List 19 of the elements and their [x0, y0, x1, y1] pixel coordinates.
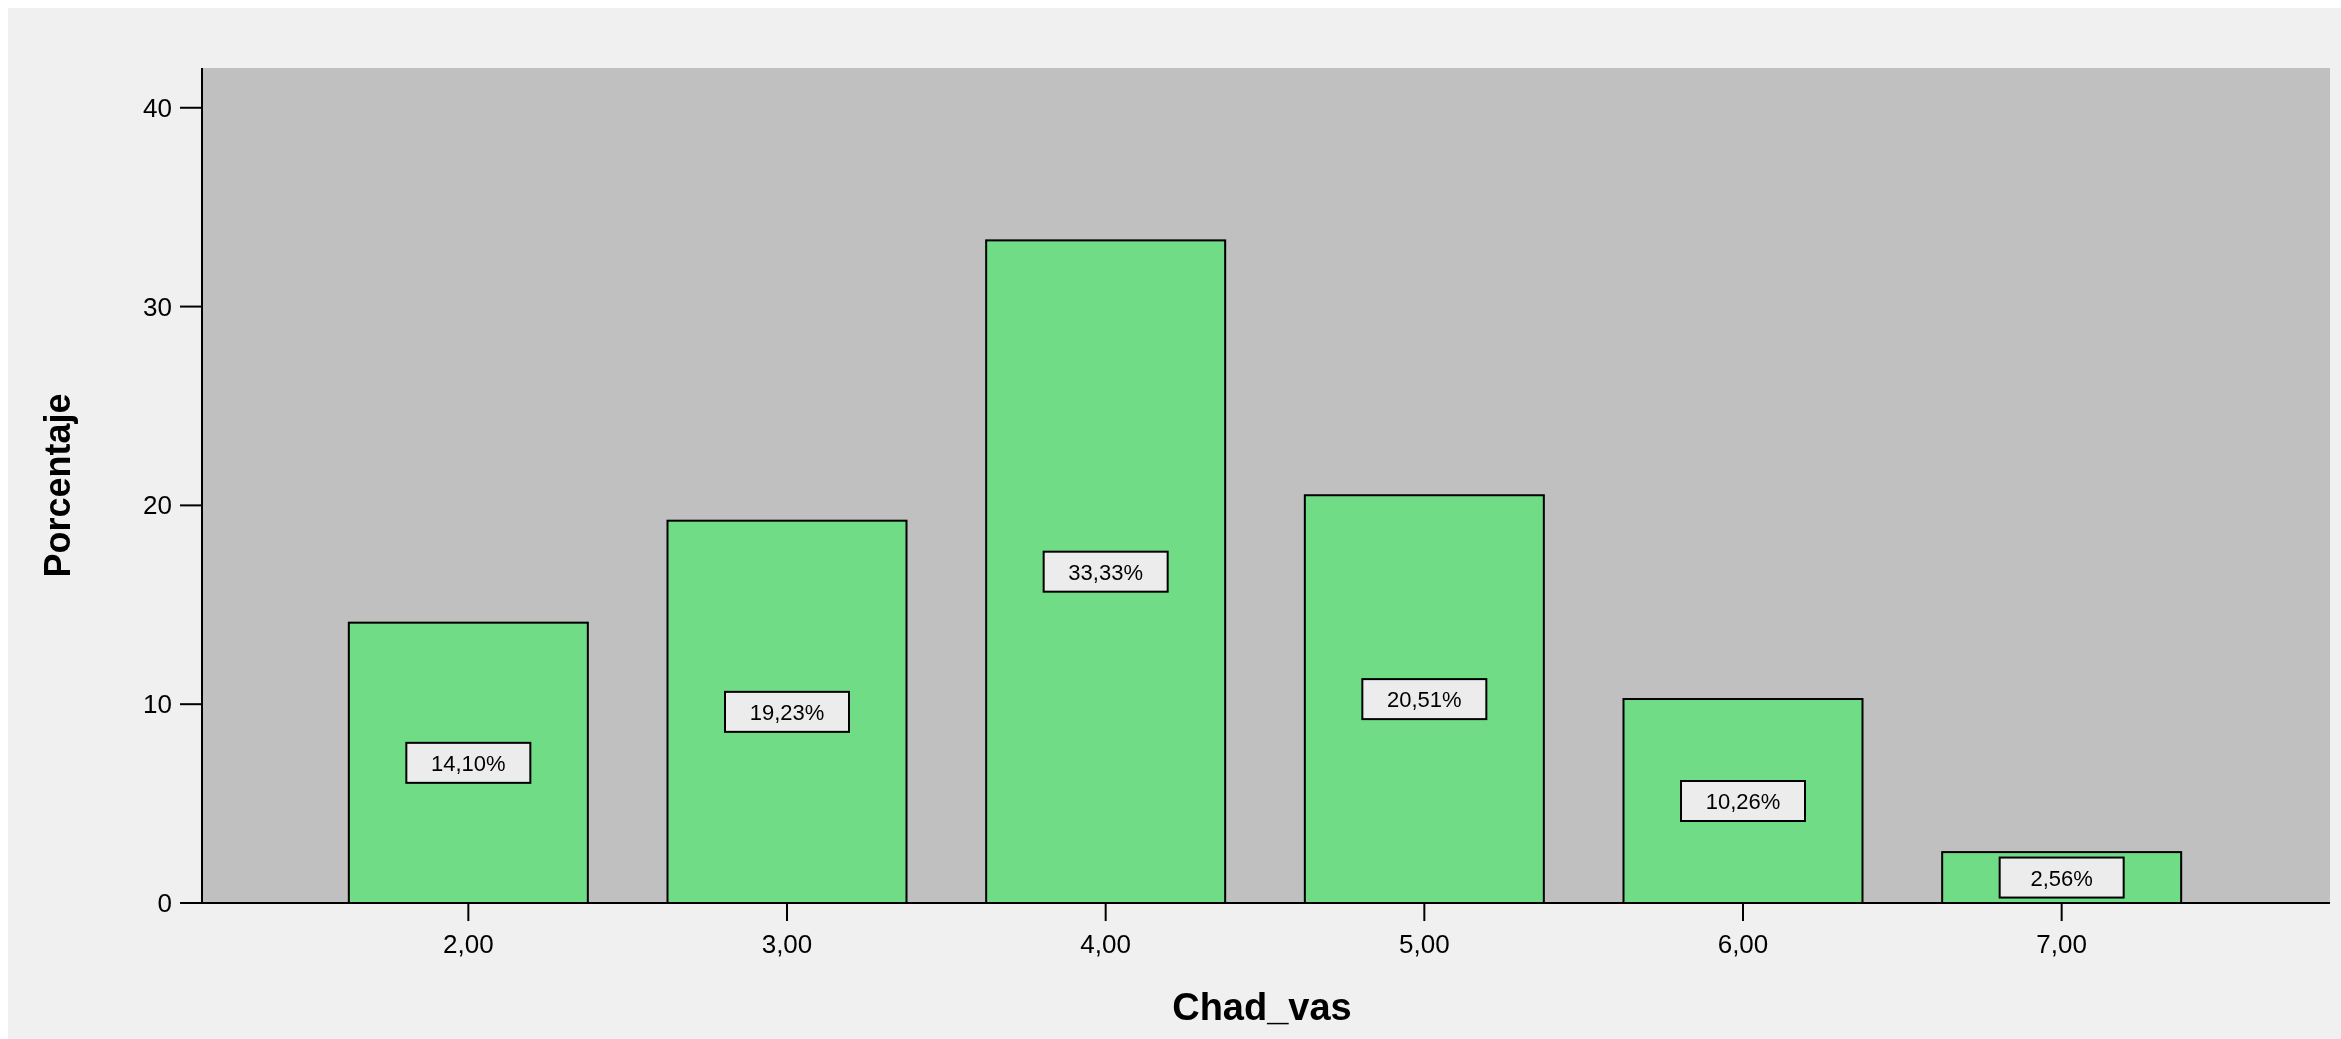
- x-tick-label: 4,00: [1080, 929, 1131, 959]
- x-axis-title: Chad_vas: [1172, 986, 1352, 1028]
- x-tick-label: 2,00: [443, 929, 494, 959]
- y-tick-label: 30: [143, 291, 172, 322]
- data-label: 10,26%: [1705, 789, 1781, 815]
- data-label: 20,51%: [1387, 687, 1462, 713]
- y-tick-label: 0: [157, 888, 172, 918]
- x-tick-label: 7,00: [2036, 929, 2087, 959]
- y-tick-label: 10: [143, 689, 172, 720]
- y-tick-label: 20: [143, 490, 172, 521]
- y-tick-label: 40: [143, 92, 172, 123]
- x-tick-label: 5,00: [1399, 929, 1450, 959]
- x-tick-label: 3,00: [761, 929, 813, 959]
- y-axis-title: Porcentaje: [37, 393, 78, 578]
- data-label: 14,10%: [431, 750, 506, 776]
- data-label: 2,56%: [2030, 865, 2093, 891]
- data-label: 19,23%: [749, 699, 825, 725]
- x-tick-label: 6,00: [1717, 929, 1769, 959]
- data-label: 33,33%: [1068, 559, 1143, 585]
